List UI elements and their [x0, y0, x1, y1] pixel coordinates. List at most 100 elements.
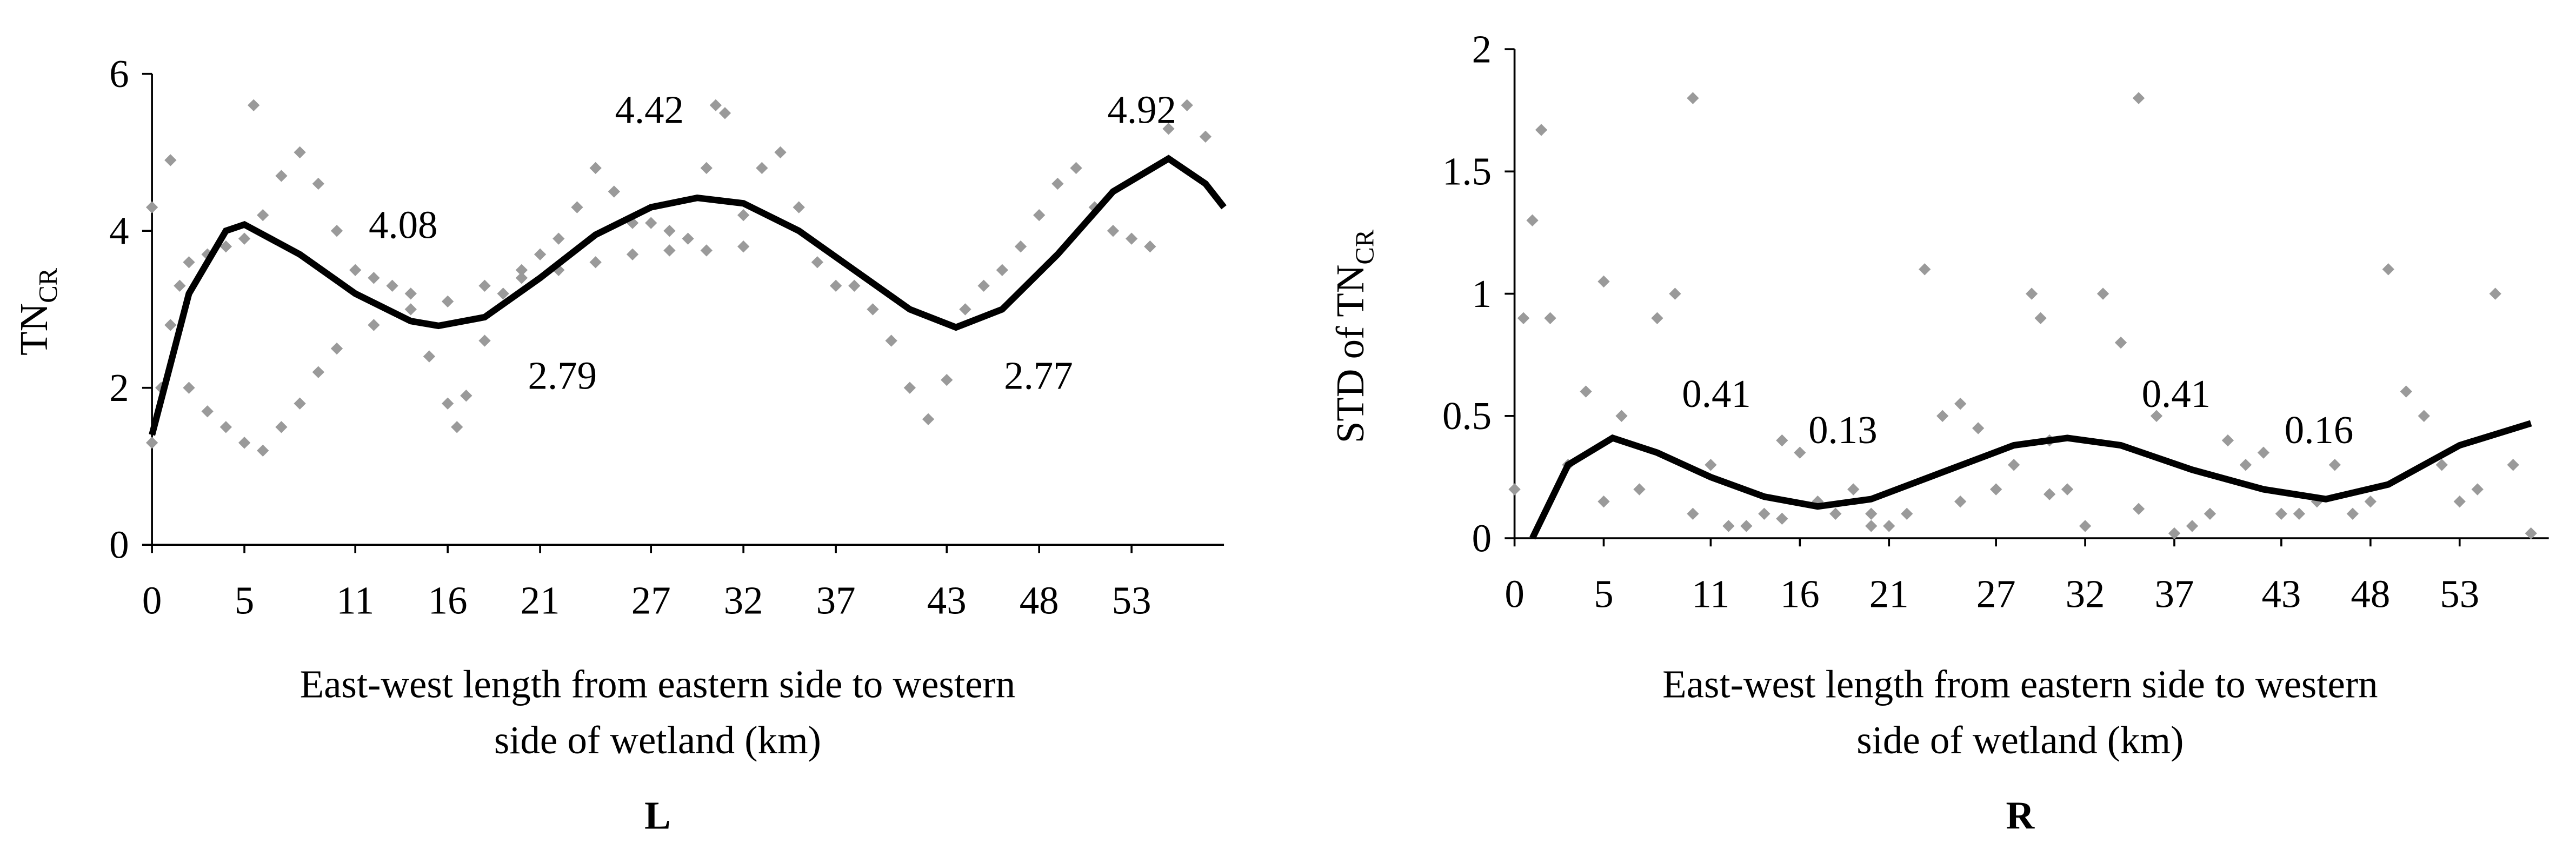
point [1740, 520, 1753, 532]
point [2132, 503, 2145, 515]
point [294, 146, 306, 159]
x-tick-label: 11 [1692, 572, 1729, 616]
point [2061, 483, 2074, 496]
x-tick-label: 53 [2440, 572, 2479, 616]
point [1972, 422, 1985, 434]
y-axis-label: STD of TNCR [1328, 229, 1379, 443]
annotation: 0.41 [2142, 372, 2211, 416]
point [1829, 507, 1842, 520]
x-tick-label: 27 [1976, 572, 2016, 616]
point [589, 162, 602, 175]
point [1544, 312, 1556, 324]
point [709, 99, 722, 111]
y-tick-label: 2 [1472, 27, 1492, 71]
point [1919, 263, 1931, 276]
point [478, 279, 491, 292]
point [164, 154, 177, 166]
annotation: 4.42 [615, 88, 684, 132]
x-axis-label: East-west length from eastern side to we… [1662, 662, 2378, 706]
x-tick-label: 32 [724, 579, 763, 623]
point [756, 162, 768, 175]
annotation: 0.13 [1808, 408, 1878, 452]
y-axis-label-sub: CR [34, 267, 63, 303]
point [2096, 287, 2109, 300]
x-axis-label: side of wetland (km) [1856, 718, 2184, 762]
point [2507, 459, 2519, 471]
point [1705, 459, 1717, 471]
y-tick-label: 6 [109, 52, 129, 96]
x-axis-label: side of wetland (km) [494, 718, 821, 762]
point [1936, 410, 1949, 422]
point [1687, 92, 1699, 104]
annotation: 4.08 [369, 203, 438, 246]
x-tick-label: 43 [2261, 572, 2301, 616]
point [1033, 209, 1046, 222]
point [2079, 520, 2092, 532]
point [2186, 520, 2199, 532]
point [2150, 410, 2163, 422]
point [1051, 177, 1064, 190]
y-axis-label: TNCR [12, 267, 63, 356]
x-tick-label: 21 [521, 579, 560, 623]
x-tick-label: 21 [1869, 572, 1909, 616]
point [922, 413, 935, 425]
point [1776, 434, 1788, 447]
point [2239, 459, 2252, 471]
point [885, 334, 897, 347]
point [2293, 507, 2306, 520]
point [1794, 446, 1806, 459]
point [2034, 312, 2047, 324]
point [1651, 312, 1663, 324]
point [145, 201, 158, 213]
point [1865, 520, 1878, 532]
point [2400, 385, 2412, 398]
point [238, 437, 251, 449]
y-tick-label: 1.5 [1442, 150, 1492, 193]
point [441, 295, 454, 308]
x-tick-label: 53 [1112, 579, 1151, 623]
point [312, 177, 324, 190]
point [626, 248, 639, 260]
y-tick-label: 0 [1472, 516, 1492, 560]
point [201, 405, 214, 418]
point [2453, 495, 2466, 508]
annotation: 0.16 [2285, 408, 2354, 452]
point [996, 264, 1008, 276]
point [867, 303, 879, 316]
point [663, 244, 676, 257]
point [1517, 312, 1530, 324]
point [423, 350, 436, 363]
point [1199, 130, 1212, 143]
point [1535, 124, 1548, 136]
point [257, 444, 269, 457]
point [330, 224, 343, 237]
point [608, 185, 621, 198]
x-tick-label: 37 [816, 579, 856, 623]
point [1508, 483, 1521, 496]
point [829, 279, 842, 292]
point [2328, 459, 2341, 471]
point [1989, 483, 2002, 496]
point [700, 244, 713, 257]
x-tick-label: 5 [1594, 572, 1613, 616]
point [718, 107, 731, 119]
panel-title: L [644, 794, 671, 838]
point [1847, 483, 1860, 496]
y-axis-label-sub: CR [1350, 229, 1379, 264]
point [460, 390, 472, 402]
point [312, 366, 324, 378]
x-tick-label: 48 [2351, 572, 2390, 616]
x-tick-label: 0 [1505, 572, 1524, 616]
point [2435, 459, 2448, 471]
point [700, 162, 713, 175]
point [645, 217, 657, 229]
x-tick-label: 11 [336, 579, 374, 623]
point [793, 201, 805, 213]
point [1125, 232, 1138, 245]
point [1687, 507, 1699, 520]
point [1758, 507, 1770, 520]
point [1669, 287, 1681, 300]
point [571, 201, 583, 213]
x-tick-label: 43 [927, 579, 967, 623]
